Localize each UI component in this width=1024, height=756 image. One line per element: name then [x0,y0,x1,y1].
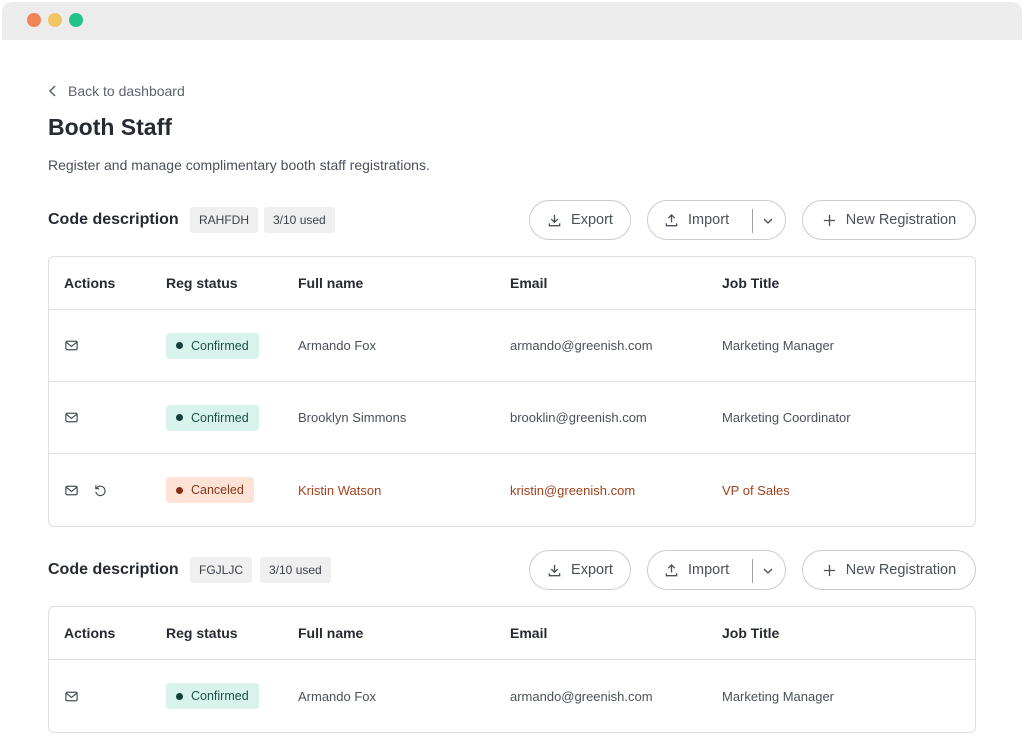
status-label: Confirmed [191,689,249,703]
row-actions [64,483,108,498]
email: kristin@greenish.com [510,482,636,498]
table-header: Actions Reg status Full name Email Job T… [49,257,975,310]
status-label: Confirmed [191,338,249,353]
status-badge: Confirmed [166,683,259,709]
import-label: Import [688,562,730,578]
code-badge: FGJLJC [190,557,253,583]
row-actions [64,689,79,704]
registrations-table: Actions Reg status Full name Email Job T… [48,256,976,527]
download-icon [548,564,561,576]
page-title: Booth Staff [48,114,172,140]
job-title: Marketing Coordinator [722,410,851,425]
status-label: Confirmed [191,410,249,425]
plus-icon [823,564,835,576]
row-actions [64,410,79,425]
table-row: Confirmed Armando Fox armando@greenish.c… [49,660,975,732]
export-button[interactable]: Export [529,550,631,590]
status-dot [176,486,183,494]
export-label: Export [571,562,613,578]
header-actions: Actions [64,275,116,291]
mail-icon[interactable] [64,410,79,425]
header-status: Reg status [166,275,238,291]
download-icon [548,214,561,226]
page-description: Register and manage complimentary booth … [48,157,430,173]
new-registration-button[interactable]: New Registration [802,200,976,240]
table-row: Canceled Kristin Watson kristin@greenish… [49,454,975,526]
registrations-table: Actions Reg status Full name Email Job T… [48,606,976,733]
header-job: Job Title [722,275,780,291]
header-name: Full name [298,625,364,641]
row-actions [64,338,79,353]
import-button[interactable]: Import [647,200,786,240]
window-maximize-button[interactable] [69,13,83,27]
import-label: Import [688,212,730,228]
code-section-header: Code description FGJLJC 3/10 used Export… [48,550,976,590]
table-row: Confirmed Armando Fox armando@greenish.c… [49,310,975,382]
mail-icon[interactable] [64,338,79,353]
chevron-left-icon [48,85,56,97]
header-email: Email [510,275,548,291]
window-minimize-button[interactable] [48,13,62,27]
table-row: Confirmed Brooklyn Simmons brooklin@gree… [49,382,975,454]
new-registration-button[interactable]: New Registration [802,550,976,590]
job-title: Marketing Manager [722,688,834,704]
mail-icon[interactable] [64,689,79,704]
usage-badge: 3/10 used [264,207,335,233]
status-dot [176,414,183,421]
job-title: VP of Sales [722,482,790,498]
header-name: Full name [298,275,364,291]
button-divider [752,209,753,233]
email: armando@greenish.com [510,688,653,704]
plus-icon [823,214,835,226]
job-title: Marketing Manager [722,338,834,353]
chevron-down-icon[interactable] [761,214,775,228]
button-divider [752,559,753,583]
code-description-label: Code description [48,211,179,228]
header-job: Job Title [722,625,780,641]
code-section-header: Code description RAHFDH 3/10 used Export… [48,200,976,240]
upload-icon [665,563,678,576]
full-name: Armando Fox [298,688,377,704]
status-dot [176,342,183,349]
import-button[interactable]: Import [647,550,786,590]
full-name: Kristin Watson [298,482,382,498]
code-badge: RAHFDH [190,207,258,233]
header-actions: Actions [64,625,116,641]
back-to-dashboard-link[interactable]: Back to dashboard [48,82,185,100]
status-badge: Confirmed [166,404,259,431]
window-close-button[interactable] [27,13,41,27]
header-email: Email [510,625,548,641]
upload-icon [665,213,678,226]
header-status: Reg status [166,625,238,641]
status-badge: Confirmed [166,332,259,359]
new-registration-label: New Registration [845,212,957,228]
rotate-ccw-icon[interactable] [93,483,108,498]
export-label: Export [571,212,613,228]
usage-badge: 3/10 used [260,557,331,583]
mail-icon[interactable] [64,483,79,498]
status-badge: Canceled [166,477,254,503]
email: armando@greenish.com [510,338,653,353]
full-name: Brooklyn Simmons [298,410,407,425]
window-titlebar [2,2,1022,40]
table-header: Actions Reg status Full name Email Job T… [49,607,975,660]
status-dot [176,692,183,700]
new-registration-label: New Registration [845,562,957,578]
status-label: Canceled [191,483,244,497]
back-link-label: Back to dashboard [68,83,185,99]
export-button[interactable]: Export [529,200,631,240]
email: brooklin@greenish.com [510,410,647,425]
code-description-label: Code description [48,561,179,578]
full-name: Armando Fox [298,338,377,353]
chevron-down-icon[interactable] [761,564,775,578]
